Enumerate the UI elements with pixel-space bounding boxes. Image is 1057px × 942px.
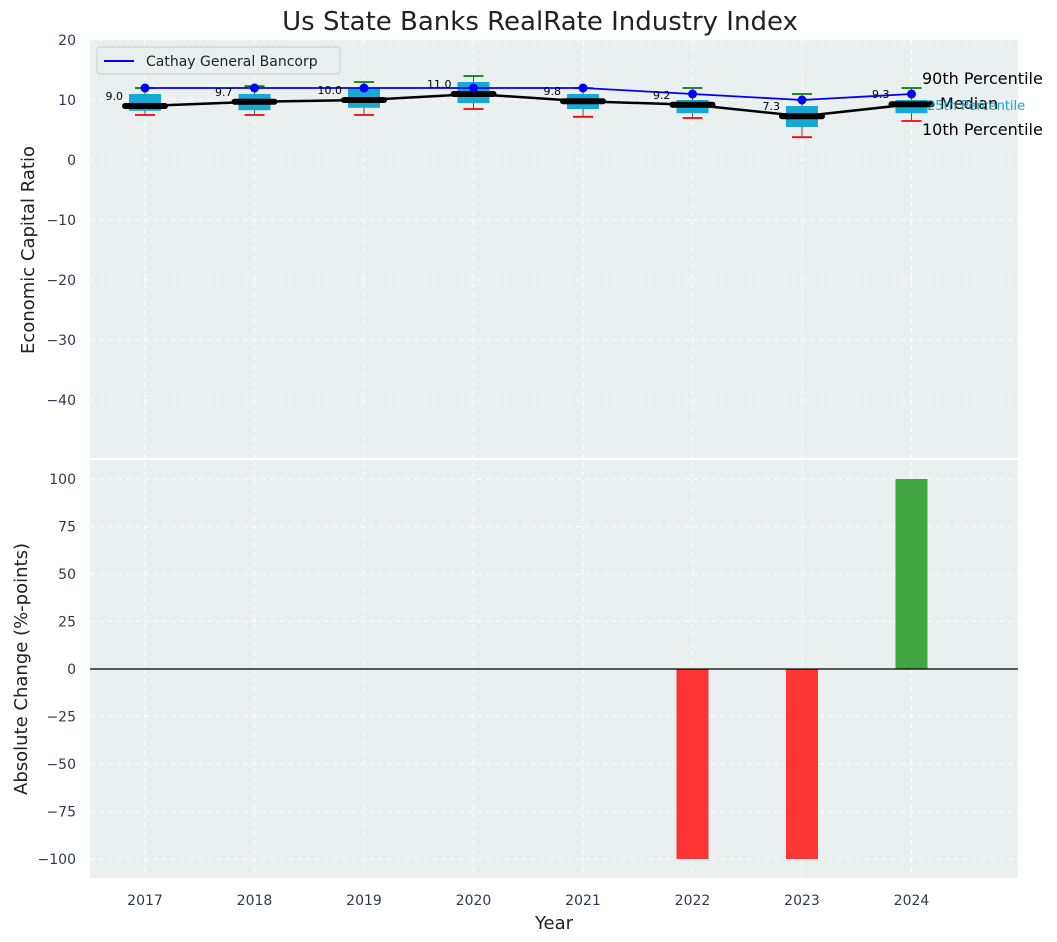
- series-point-cathay-2018: [250, 83, 259, 93]
- series-point-cathay-2024: [907, 89, 916, 99]
- bottom-y-tick-label: 100: [49, 472, 76, 488]
- x-axis-title: Year: [534, 913, 574, 934]
- legend-box: [96, 46, 341, 75]
- top-y-tick-label: −20: [46, 273, 76, 289]
- series-point-cathay-2017: [140, 83, 150, 93]
- median-label-2023: 7.3: [763, 100, 781, 113]
- side-label-median: Median: [940, 94, 998, 113]
- median-line: [144, 92, 912, 118]
- bottom-y-tick-label: −75: [46, 805, 76, 821]
- series-point-cathay-2019: [359, 83, 369, 93]
- median-label-2024: 9.3: [872, 88, 890, 101]
- bottom-y-tick-label: −100: [38, 852, 76, 868]
- bottom-y-tick-label: 75: [58, 520, 76, 536]
- side-label-p90: 90th Percentile: [922, 69, 1043, 88]
- median-label-2017: 9.0: [106, 90, 124, 103]
- median-label-2020: 11.0: [427, 78, 452, 91]
- top-y-tick-label: −10: [46, 213, 76, 229]
- bottom-x-ticks: 2017 2018 2019 2020 2021 2022 2023 2024: [127, 893, 929, 909]
- x-tick-label-2022: 2022: [675, 893, 711, 909]
- series-point-cathay-2020: [469, 83, 478, 93]
- top-lines: [140, 83, 916, 118]
- top-y-tick-label: 0: [67, 153, 76, 169]
- series-line-cathay: [145, 87, 912, 101]
- top-y-ticks: 20 10 0 −10 −20 −30 −40: [46, 33, 76, 409]
- chart-title: Us State Banks RealRate Industry Index: [282, 7, 798, 37]
- bar-2024: [895, 479, 928, 669]
- top-y-tick-label: 10: [58, 93, 76, 109]
- top-y-axis-title: Economic Capital Ratio: [18, 146, 39, 354]
- side-label-p10: 10th Percentile: [922, 120, 1043, 139]
- x-tick-label-2020: 2020: [456, 893, 492, 909]
- median-label-2022: 9.2: [653, 89, 671, 102]
- bottom-y-ticks: 100 75 50 25 0 −25 −50 −75 −100: [38, 472, 76, 868]
- top-data-labels: 9.0 9.7 10.0 11.0 9.8 9.2 7.3 9.3: [106, 78, 890, 113]
- x-tick-label-2021: 2021: [565, 893, 601, 909]
- top-y-tick-label: 20: [58, 33, 76, 49]
- bottom-y-tick-label: 25: [58, 615, 76, 631]
- x-tick-label-2024: 2024: [894, 893, 930, 909]
- x-tick-label-2019: 2019: [346, 893, 382, 909]
- bar-2022: [676, 669, 709, 859]
- bottom-y-axis-title: Absolute Change (%-points): [11, 543, 32, 795]
- median-label-2021: 9.8: [544, 85, 562, 98]
- bottom-bars: [676, 479, 928, 859]
- series-point-cathay-2022: [688, 89, 697, 99]
- median-label-2018: 9.7: [215, 86, 233, 99]
- x-tick-label-2023: 2023: [784, 893, 820, 909]
- legend: Cathay General Bancorp: [96, 46, 341, 75]
- median-label-2019: 10.0: [318, 84, 343, 97]
- series-point-cathay-2023: [797, 95, 807, 105]
- top-y-tick-label: −40: [46, 393, 76, 409]
- top-y-tick-label: −30: [46, 333, 76, 349]
- side-label-p25: 25th Percentile: [927, 99, 1025, 114]
- bottom-y-tick-label: −25: [46, 710, 76, 726]
- x-tick-label-2017: 2017: [127, 893, 163, 909]
- bottom-y-tick-label: −50: [46, 757, 76, 773]
- bar-2023: [786, 669, 818, 859]
- bottom-y-tick-label: 50: [58, 567, 76, 583]
- percentile-side-labels: 90th Percentile Median 25th Percentile 1…: [922, 69, 1043, 139]
- x-tick-label-2018: 2018: [237, 893, 273, 909]
- series-point-cathay-2021: [578, 83, 588, 93]
- legend-label-cathay: Cathay General Bancorp: [146, 54, 318, 70]
- bottom-y-tick-label: 0: [67, 662, 76, 678]
